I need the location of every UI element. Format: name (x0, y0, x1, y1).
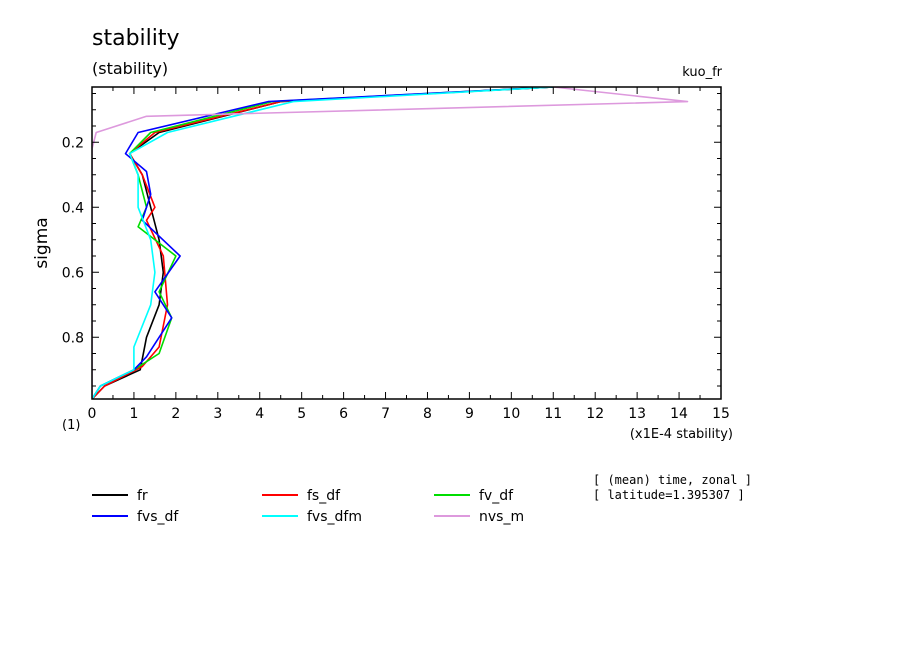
x-tick-label: 1 (129, 406, 138, 422)
experiment-label: kuo_fr (682, 65, 722, 80)
data-lines (92, 87, 689, 399)
x-axis-label: (x1E-4 stability) (630, 427, 733, 442)
y-tick-label: 0.6 (62, 265, 84, 281)
plot-frame (91, 86, 722, 400)
x-tick-label: 11 (544, 406, 562, 422)
legend-label: fv_df (479, 488, 514, 504)
note-latitude: [ latitude=1.395307 ] (593, 488, 745, 502)
chart-title: stability (92, 26, 180, 51)
x-tick-label: 5 (297, 406, 306, 422)
series-line-fr (92, 87, 554, 399)
x-tick-label: 8 (423, 406, 432, 422)
legend: fr fs_df fv_df fvs_df fvs_dfm nvs_m (92, 488, 524, 525)
y-tick-label: 0.4 (62, 200, 84, 216)
legend-label: fs_df (307, 488, 341, 504)
y-axis: 0.2 0.4 0.6 0.8 (62, 93, 721, 387)
y-unit-label: (1) (62, 418, 80, 433)
x-tick-label: 4 (255, 406, 264, 422)
legend-label: nvs_m (479, 509, 524, 525)
legend-label: fr (137, 488, 148, 504)
legend-label: fvs_dfm (307, 509, 362, 525)
x-tick-label: 7 (381, 406, 390, 422)
y-axis-label: sigma (32, 217, 52, 268)
y-tick-label: 0.2 (62, 135, 84, 151)
x-tick-label: 13 (628, 406, 646, 422)
series-line-fvs-dfm (92, 87, 554, 399)
y-tick-label: 0.8 (62, 330, 84, 346)
x-tick-label: 15 (712, 406, 730, 422)
legend-label: fvs_df (137, 509, 179, 525)
x-tick-label: 10 (502, 406, 520, 422)
x-tick-label: 3 (213, 406, 222, 422)
x-tick-label: 2 (171, 406, 180, 422)
series-line-fv-df (92, 87, 554, 399)
x-tick-label: 6 (339, 406, 348, 422)
series-line-fvs-df (92, 87, 554, 399)
note-time-zonal: [ (mean) time, zonal ] (593, 473, 752, 487)
series-line-nvs-m (92, 87, 689, 399)
chart-subtitle: (stability) (92, 59, 168, 78)
x-tick-label: 12 (586, 406, 604, 422)
x-tick-label: 14 (670, 406, 688, 422)
series-line-fs-df (92, 87, 554, 399)
x-axis: 0 1 2 3 4 5 6 7 8 9 10 11 12 13 14 15 (88, 87, 730, 422)
x-tick-label: 9 (465, 406, 474, 422)
x-tick-label: 0 (88, 406, 97, 422)
